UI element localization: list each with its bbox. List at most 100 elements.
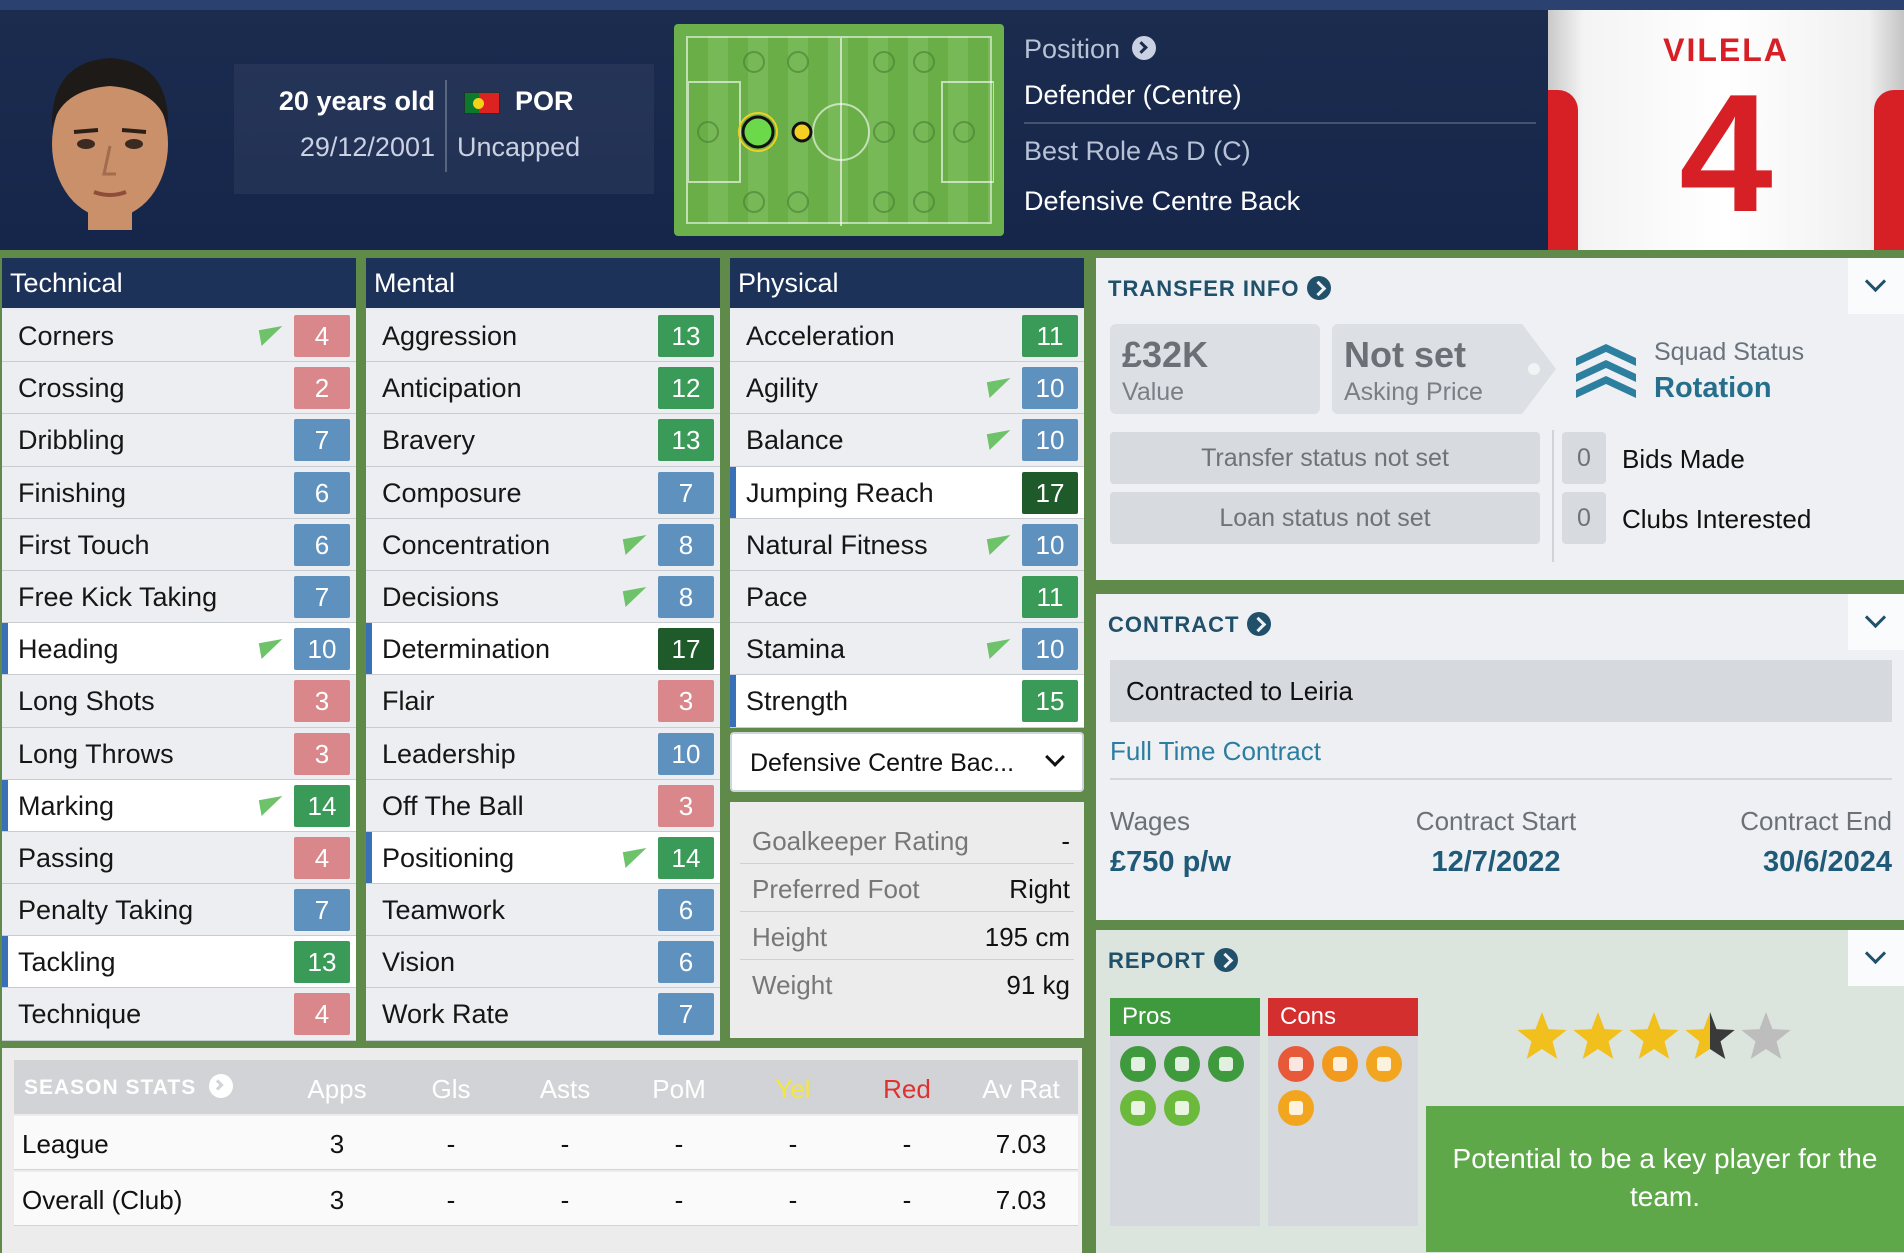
attribute-row-finishing[interactable]: Finishing 6 — [2, 466, 356, 519]
attribute-value: 7 — [294, 419, 350, 462]
attribute-row-aggression[interactable]: Aggression 13 — [366, 310, 720, 363]
attribute-value: 3 — [294, 732, 350, 775]
attribute-row-long-throws[interactable]: Long Throws 3 — [2, 727, 356, 780]
attribute-row-agility[interactable]: Agility 10 — [730, 362, 1084, 415]
col-pom[interactable]: PoM — [652, 1074, 706, 1104]
contract-type[interactable]: Full Time Contract — [1110, 736, 1321, 766]
attribute-row-composure[interactable]: Composure 7 — [366, 466, 720, 519]
contract-link[interactable]: CONTRACT — [1108, 612, 1272, 638]
con-trait-icon[interactable] — [1278, 1090, 1314, 1126]
info-row-weight: Weight 91 kg — [740, 960, 1074, 1008]
pros-list — [1110, 1036, 1260, 1226]
con-trait-icon[interactable] — [1278, 1046, 1314, 1082]
attribute-row-acceleration[interactable]: Acceleration 11 — [730, 310, 1084, 363]
attribute-name: Corners — [18, 321, 115, 351]
cell-red: - — [902, 1185, 912, 1215]
attribute-name: Long Throws — [18, 738, 174, 769]
pro-trait-icon[interactable] — [1164, 1090, 1200, 1126]
season-stats-link[interactable]: SEASON STATS — [24, 1074, 234, 1100]
attribute-row-tackling[interactable]: Tackling 13 — [2, 936, 356, 989]
col-assists[interactable]: Asts — [539, 1074, 591, 1104]
attribute-row-positioning[interactable]: Positioning 14 — [366, 831, 720, 885]
col-red[interactable]: Red — [883, 1074, 931, 1104]
attribute-row-passing[interactable]: Passing 4 — [2, 831, 356, 885]
attribute-value: 4 — [294, 993, 350, 1036]
attribute-row-anticipation[interactable]: Anticipation 12 — [366, 362, 720, 415]
attribute-row-dribbling[interactable]: Dribbling 7 — [2, 414, 356, 467]
transfer-info-link[interactable]: TRANSFER INFO — [1108, 276, 1332, 302]
collapse-chevron-icon[interactable] — [1848, 258, 1904, 314]
attribute-row-strength[interactable]: Strength 15 — [730, 675, 1084, 728]
attribute-row-decisions[interactable]: Decisions 8 — [366, 570, 720, 624]
attribute-row-pace[interactable]: Pace 11 — [730, 570, 1084, 624]
pro-trait-icon[interactable] — [1120, 1090, 1156, 1126]
attribute-row-penalty-taking[interactable]: Penalty Taking 7 — [2, 884, 356, 937]
pro-trait-icon[interactable] — [1164, 1046, 1200, 1082]
attribute-row-technique[interactable]: Technique 4 — [2, 988, 356, 1041]
technical-list: Corners 4 Crossing 2 Dribbling 7 Finishing 6 Fir… — [2, 310, 356, 1041]
attribute-row-vision[interactable]: Vision 6 — [366, 936, 720, 989]
attribute-value: 7 — [294, 889, 350, 932]
attribute-row-corners[interactable]: Corners 4 — [2, 310, 356, 363]
col-yellow[interactable]: Yel — [775, 1074, 811, 1104]
attribute-row-leadership[interactable]: Leadership 10 — [366, 727, 720, 780]
attribute-row-flair[interactable]: Flair 3 — [366, 675, 720, 728]
attribute-value: 13 — [658, 315, 714, 357]
attribute-row-long-shots[interactable]: Long Shots 3 — [2, 675, 356, 728]
attribute-value: 14 — [294, 784, 350, 827]
contracted-to[interactable]: Contracted to Leiria — [1110, 660, 1892, 722]
attribute-row-work-rate[interactable]: Work Rate 7 — [366, 988, 720, 1041]
contract-start-value: 12/7/2022 — [1431, 846, 1561, 878]
pro-trait-icon[interactable] — [1208, 1046, 1244, 1082]
technical-column: Technical Corners 4 Crossing 2 Dribbling 7 Fin… — [2, 258, 356, 1041]
attribute-row-crossing[interactable]: Crossing 2 — [2, 362, 356, 415]
attribute-row-determination[interactable]: Determination 17 — [366, 623, 720, 676]
clubs-label[interactable]: Clubs Interested — [1622, 504, 1812, 534]
table-row[interactable]: League 3 - - - - - 7.03 — [14, 1116, 1078, 1170]
pro-trait-icon[interactable] — [1120, 1046, 1156, 1082]
position-link[interactable]: Position — [1024, 34, 1156, 65]
con-trait-icon[interactable] — [1322, 1046, 1358, 1082]
cell-pom: - — [674, 1129, 684, 1159]
position-pitch[interactable] — [674, 24, 1004, 236]
role-select[interactable]: Defensive Centre Bac... — [730, 732, 1084, 792]
star-icon — [1741, 1012, 1791, 1059]
best-role-value: Defensive Centre Back — [1024, 186, 1301, 216]
training-arrow-icon — [622, 586, 650, 607]
attribute-row-marking[interactable]: Marking 14 — [2, 779, 356, 832]
role-select-value: Defensive Centre Bac... — [750, 749, 1015, 777]
attribute-row-concentration[interactable]: Concentration 8 — [366, 518, 720, 571]
con-trait-icon[interactable] — [1366, 1046, 1402, 1082]
attribute-row-jumping-reach[interactable]: Jumping Reach 17 — [730, 466, 1084, 519]
attribute-row-free-kick-taking[interactable]: Free Kick Taking 7 — [2, 570, 356, 624]
asking-price-card[interactable]: Not set Asking Price — [1332, 324, 1522, 414]
attribute-row-heading[interactable]: Heading 10 — [2, 623, 356, 676]
attribute-row-natural-fitness[interactable]: Natural Fitness 10 — [730, 518, 1084, 571]
col-goals[interactable]: Gls — [431, 1074, 471, 1104]
training-arrow-icon — [986, 430, 1014, 451]
attribute-row-balance[interactable]: Balance 10 — [730, 414, 1084, 467]
cell-goals: - — [446, 1185, 456, 1215]
col-apps[interactable]: Apps — [307, 1074, 367, 1104]
table-row[interactable]: Overall (Club) 3 - - - - - 7.03 — [14, 1172, 1078, 1226]
attribute-name: Natural Fitness — [746, 529, 928, 560]
pros-header: Pros — [1110, 998, 1260, 1036]
attribute-row-off-the-ball[interactable]: Off The Ball 3 — [366, 779, 720, 832]
training-arrow-icon — [622, 534, 650, 555]
attribute-row-teamwork[interactable]: Teamwork 6 — [366, 884, 720, 937]
loan-status-button[interactable]: Loan status not set — [1110, 492, 1540, 544]
attribute-name: Vision — [382, 947, 456, 978]
attribute-row-first-touch[interactable]: First Touch 6 — [2, 518, 356, 571]
player-nationality[interactable]: POR — [515, 86, 574, 116]
report-link[interactable]: REPORT — [1108, 948, 1238, 974]
col-av-rating[interactable]: Av Rat — [982, 1074, 1060, 1104]
transfer-status-button[interactable]: Transfer status not set — [1110, 432, 1540, 484]
bids-label[interactable]: Bids Made — [1622, 444, 1745, 474]
attribute-value: 15 — [1022, 680, 1078, 723]
collapse-chevron-icon[interactable] — [1848, 594, 1904, 650]
squad-status-value[interactable]: Rotation — [1654, 372, 1772, 404]
attribute-row-stamina[interactable]: Stamina 10 — [730, 623, 1084, 676]
collapse-chevron-icon[interactable] — [1848, 930, 1904, 986]
physical-info: Goalkeeper Rating - Preferred Foot Right… — [730, 802, 1084, 1038]
attribute-row-bravery[interactable]: Bravery 13 — [366, 414, 720, 467]
